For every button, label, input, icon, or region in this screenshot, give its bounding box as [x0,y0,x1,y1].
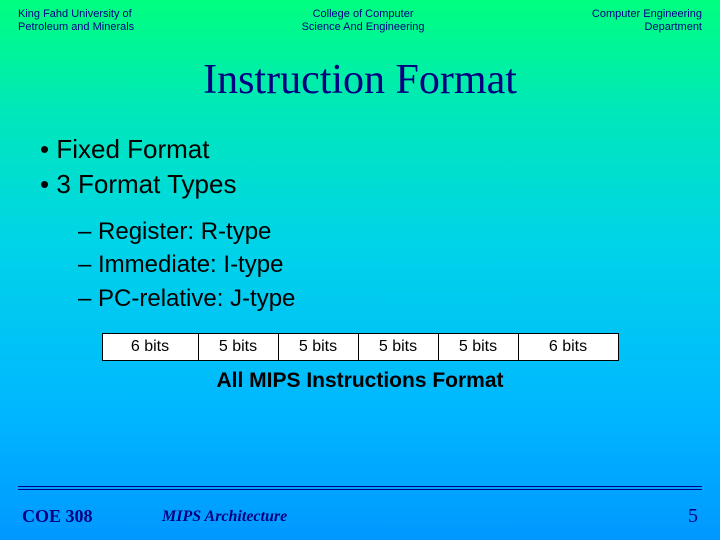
subbullet-i-type: Immediate: I-type [78,248,688,282]
header-right-line1: Computer Engineering [592,8,702,21]
footer-course-code: COE 308 [22,506,162,527]
subbullet-r-type: Register: R-type [78,215,688,249]
header-center-line1: College of Computer [302,8,425,21]
slide-title: Instruction Format [0,56,720,104]
content-area: Fixed Format 3 Format Types Register: R-… [0,104,720,393]
field-cell-3: 5 bits [358,334,438,361]
instruction-format-table: 6 bits 5 bits 5 bits 5 bits 5 bits 6 bit… [102,333,619,361]
header-left-line1: King Fahd University of [18,8,134,21]
header-right-line2: Department [592,21,702,34]
footer-topic: MIPS Architecture [162,508,287,526]
field-cell-0: 6 bits [102,334,198,361]
header-center: College of Computer Science And Engineer… [302,8,425,34]
header-left-line2: Petroleum and Minerals [18,21,134,34]
footer: COE 308 MIPS Architecture 5 [0,505,720,528]
table-row: 6 bits 5 bits 5 bits 5 bits 5 bits 6 bit… [102,334,618,361]
bullet-format-types: 3 Format Types [40,167,688,202]
field-cell-1: 5 bits [198,334,278,361]
field-cell-4: 5 bits [438,334,518,361]
field-cell-2: 5 bits [278,334,358,361]
subbullet-j-type: PC-relative: J-type [78,282,688,316]
header-left: King Fahd University of Petroleum and Mi… [18,8,134,34]
header-center-line2: Science And Engineering [302,21,425,34]
header: King Fahd University of Petroleum and Mi… [0,0,720,38]
table-caption: All MIPS Instructions Format [32,369,688,393]
footer-page-number: 5 [688,505,698,528]
footer-divider [18,486,702,490]
header-right: Computer Engineering Department [592,8,702,34]
bullet-fixed-format: Fixed Format [40,132,688,167]
field-cell-5: 6 bits [518,334,618,361]
